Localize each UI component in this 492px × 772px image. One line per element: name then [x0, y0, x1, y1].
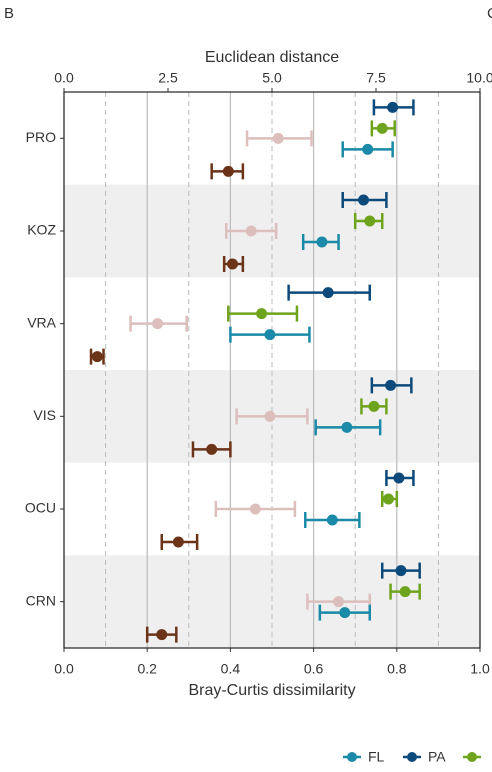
x-tick-label: 0.6 — [304, 661, 324, 677]
point — [368, 400, 380, 412]
x-tick-label: 0.8 — [387, 661, 407, 677]
top-axis-title: Euclidean distance — [205, 49, 339, 66]
point — [364, 215, 376, 227]
y-tick-label: VRA — [27, 314, 56, 330]
point — [385, 379, 397, 391]
point — [393, 472, 405, 484]
legend-label: FL — [368, 749, 385, 765]
top-tick-label: 0.0 — [54, 70, 74, 86]
x-tick-label: 0.0 — [54, 661, 74, 677]
point — [341, 421, 353, 433]
point — [264, 329, 276, 341]
point — [333, 596, 345, 608]
point — [382, 493, 394, 505]
point — [339, 607, 351, 619]
point — [264, 410, 276, 422]
point — [387, 101, 399, 113]
point — [272, 132, 284, 144]
point — [322, 287, 334, 299]
point — [245, 225, 257, 237]
point — [172, 536, 184, 548]
panel-label: C — [487, 5, 492, 22]
legend-dot — [347, 752, 357, 762]
legend-dot — [467, 752, 477, 762]
point — [326, 514, 338, 526]
x-tick-label: 0.2 — [137, 661, 157, 677]
point — [152, 318, 164, 330]
y-tick-label: OCU — [25, 500, 56, 516]
top-tick-label: 7.5 — [366, 70, 386, 86]
legend-label: PA — [428, 749, 446, 765]
point — [206, 443, 218, 455]
x-tick-label: 0.4 — [221, 661, 241, 677]
point — [395, 565, 407, 577]
x-axis-title: Bray-Curtis dissimilarity — [188, 682, 355, 699]
y-tick-label: KOZ — [27, 222, 56, 238]
point — [376, 122, 388, 134]
legend-dot — [407, 752, 417, 762]
x-tick-label: 1.0 — [470, 661, 490, 677]
point — [91, 351, 103, 363]
plot-frame — [63, 91, 481, 649]
panel-label: B — [4, 5, 14, 22]
point — [156, 629, 168, 641]
y-tick-label: VIS — [33, 407, 56, 423]
top-tick-label: 5.0 — [262, 70, 282, 86]
point — [358, 194, 370, 206]
point — [226, 258, 238, 270]
point — [222, 165, 234, 177]
point — [399, 586, 411, 598]
point — [316, 236, 328, 248]
point — [249, 503, 261, 515]
y-tick-label: CRN — [26, 592, 56, 608]
top-tick-label: 10.0 — [466, 70, 492, 86]
point — [256, 308, 268, 320]
y-tick-label: PRO — [26, 129, 56, 145]
top-tick-label: 2.5 — [158, 70, 178, 86]
point — [362, 143, 374, 155]
